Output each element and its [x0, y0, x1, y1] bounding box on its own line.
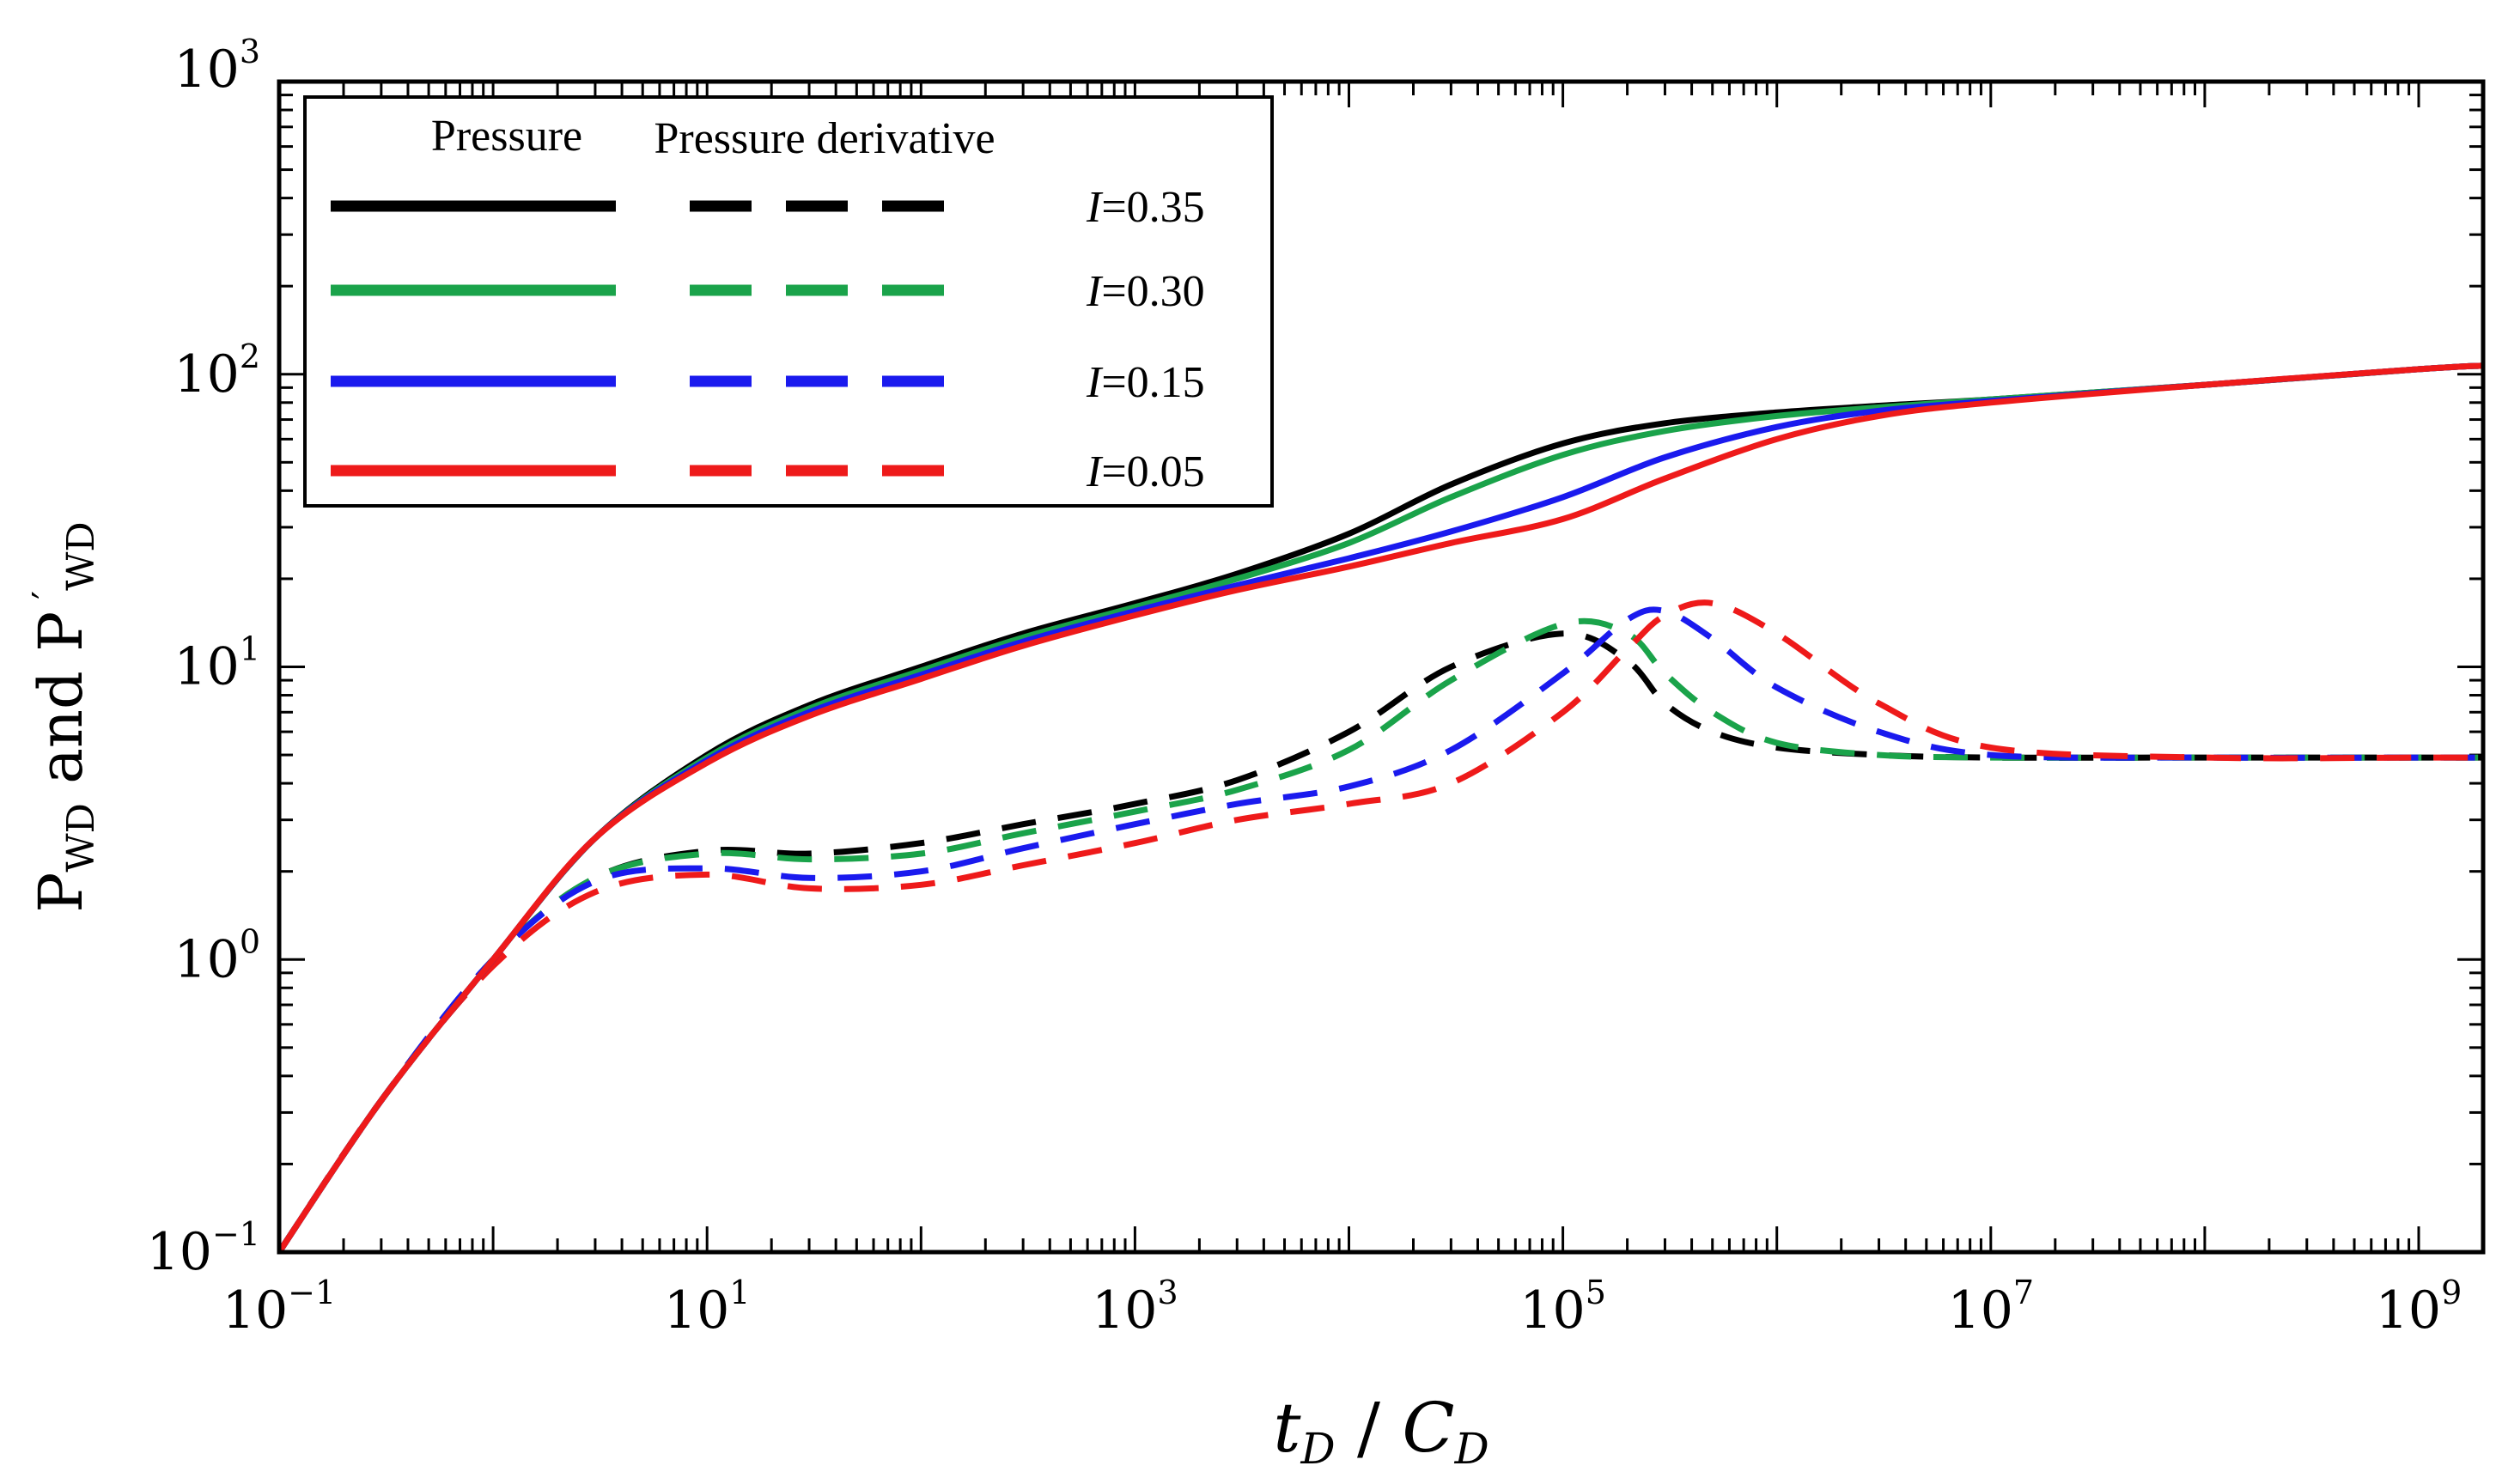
y-axis-title: PWD and P ′WD	[25, 521, 103, 912]
legend-label-value: =0.30	[1101, 267, 1204, 316]
x-axis-title-sep: /	[1336, 1388, 1403, 1468]
x-tick-label-base: 10	[664, 1280, 729, 1341]
y-axis-title-sub2: WD	[59, 521, 103, 591]
series-lines	[279, 362, 2483, 1252]
legend-label: I=0.05	[1086, 447, 1205, 496]
legend-label-value: =0.05	[1101, 447, 1204, 496]
y-axis-title-mid: and	[26, 652, 96, 803]
x-tick-label-base: 10	[222, 1280, 288, 1341]
legend-label: I=0.35	[1086, 183, 1205, 232]
legend-header-derivative: Pressure derivative	[654, 114, 995, 163]
x-axis-title-sub2: D	[1454, 1424, 1489, 1474]
x-tick-label: 107	[1948, 1274, 2035, 1341]
x-tick-label-exp: 3	[1157, 1274, 1178, 1311]
x-axis-title-c: C	[1402, 1388, 1454, 1468]
x-axis-title-sub1: D	[1300, 1424, 1335, 1474]
derivative-line	[279, 606, 2483, 1252]
legend: Pressure Pressure derivative I=0.35I=0.3…	[303, 95, 1274, 508]
x-tick-label-base: 10	[1519, 1280, 1585, 1341]
y-tick-label-exp: 0	[240, 922, 260, 960]
legend-box	[303, 95, 1274, 508]
y-tick-label: 10−1	[147, 1215, 260, 1282]
y-tick-label: 103	[174, 33, 260, 100]
x-tick-label: 101	[664, 1274, 751, 1341]
x-tick-label-base: 10	[1092, 1280, 1157, 1341]
derivative-line	[279, 599, 2483, 1252]
legend-item: I=0.05	[331, 447, 1205, 496]
y-axis-title-p1: P	[26, 873, 96, 913]
y-tick-label-base: 10	[174, 344, 239, 404]
legend-label-var: I	[1086, 447, 1104, 496]
derivative-line	[279, 630, 2483, 1252]
x-tick-label: 10−1	[222, 1274, 336, 1341]
axis-ticks	[277, 80, 2485, 1254]
pressure-line	[279, 362, 2483, 1252]
y-tick-label-exp: 3	[240, 33, 260, 70]
y-tick-label: 102	[174, 338, 260, 404]
y-tick-label-exp: 2	[240, 338, 260, 375]
y-tick-label: 100	[174, 922, 260, 989]
legend-label-var: I	[1086, 183, 1104, 232]
y-axis-title-p2: P	[26, 611, 96, 652]
x-tick-label-base: 10	[2376, 1280, 2441, 1341]
legend-item: I=0.15	[331, 358, 1205, 407]
y-tick-label: 101	[174, 630, 260, 697]
x-tick-label-exp: 1	[729, 1274, 750, 1311]
x-axis-title-t: t	[1273, 1388, 1301, 1468]
x-tick-label: 109	[2376, 1274, 2463, 1341]
y-tick-label-exp: −1	[212, 1215, 260, 1253]
legend-label-var: I	[1086, 267, 1104, 316]
plot-frame	[277, 79, 2486, 1255]
derivative-line	[279, 617, 2483, 1252]
y-axis-title-sub1: WD	[59, 803, 103, 873]
y-tick-label-base: 10	[147, 1222, 212, 1282]
legend-label-var: I	[1086, 358, 1104, 407]
x-axis-title: tD / CD	[1273, 1388, 1488, 1474]
legend-label: I=0.30	[1086, 267, 1205, 316]
y-axis-title-prime: ′	[25, 591, 69, 611]
x-tick-label: 103	[1092, 1274, 1178, 1341]
legend-header-pressure: Pressure	[431, 112, 582, 161]
legend-item: I=0.35	[331, 183, 1205, 232]
legend-label-value: =0.35	[1101, 183, 1204, 232]
legend-label-value: =0.15	[1101, 358, 1204, 407]
legend-label: I=0.15	[1086, 358, 1205, 407]
legend-rows: I=0.35I=0.30I=0.15I=0.05	[331, 183, 1205, 496]
y-tick-label-base: 10	[174, 929, 239, 989]
x-tick-label-exp: −1	[288, 1274, 336, 1311]
legend-item: I=0.30	[331, 267, 1205, 316]
y-tick-label-base: 10	[174, 637, 239, 697]
x-tick-label-exp: 5	[1586, 1274, 1606, 1311]
x-tick-label-base: 10	[1948, 1280, 2013, 1341]
x-tick-label-exp: 9	[2441, 1274, 2462, 1311]
y-tick-label-base: 10	[174, 40, 239, 100]
y-tick-label-exp: 1	[240, 630, 260, 668]
x-tick-label-exp: 7	[2013, 1274, 2034, 1311]
x-tick-label: 105	[1519, 1274, 1606, 1341]
